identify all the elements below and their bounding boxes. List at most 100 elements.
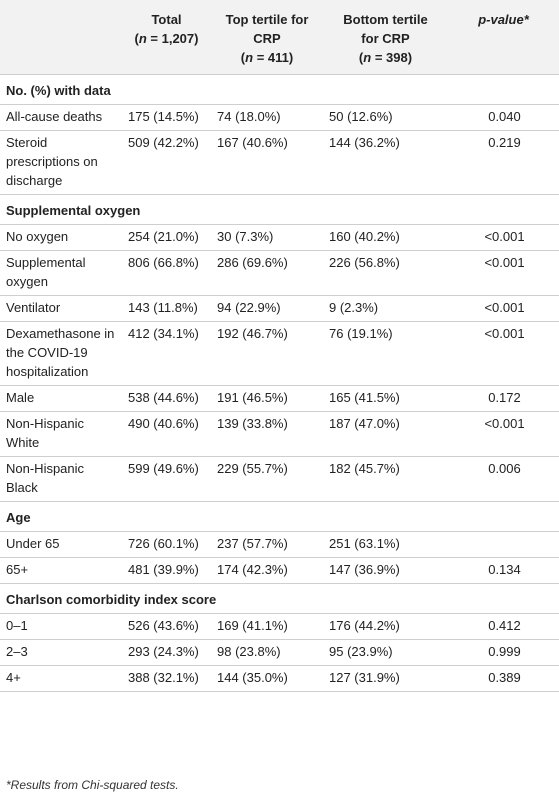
section-heading: Charlson comorbidity index score [0, 583, 559, 614]
cell-top-tertile: 98 (23.8%) [211, 639, 323, 666]
cell-bottom-tertile: 160 (40.2%) [323, 224, 448, 251]
table-row: 4+ 388 (32.1%) 144 (35.0%) 127 (31.9%) 0.389 [0, 665, 559, 692]
row-label: 65+ [0, 557, 122, 584]
cell-p-value: <0.001 [448, 295, 559, 322]
cell-total: 538 (44.6%) [122, 385, 211, 412]
cell-total: 388 (32.1%) [122, 665, 211, 692]
row-label: Ventilator [0, 295, 122, 322]
cell-bottom-tertile: 9 (2.3%) [323, 295, 448, 322]
header-bottom-n: (n = 398) [358, 50, 413, 65]
cell-total: 599 (49.6%) [122, 456, 211, 502]
cell-top-tertile: 144 (35.0%) [211, 665, 323, 692]
cell-p-value: <0.001 [448, 411, 559, 457]
header-row: Total (n = 1,207) Top tertile for CRP (n… [0, 0, 559, 75]
cell-top-tertile: 167 (40.6%) [211, 130, 323, 195]
cell-top-tertile: 74 (18.0%) [211, 104, 323, 131]
header-bottom-title-1: Bottom tertile [343, 12, 428, 27]
header-p-value: p-value* [448, 0, 559, 75]
cell-bottom-tertile: 144 (36.2%) [323, 130, 448, 195]
table-row: 65+ 481 (39.9%) 174 (42.3%) 147 (36.9%) 0.13… [0, 557, 559, 584]
header-bottom-tertile: Bottom tertile for CRP (n = 398) [323, 0, 448, 75]
cell-p-value [448, 531, 559, 558]
cell-top-tertile: 169 (41.1%) [211, 613, 323, 640]
header-top-title-1: Top tertile for [225, 12, 309, 27]
table-row: Male 538 (44.6%) 191 (46.5%) 165 (41.5%) 0.1… [0, 385, 559, 412]
row-label: Supplemental oxygen [0, 250, 122, 296]
table-row: Steroid prescriptions on discharge 509 (4… [0, 130, 559, 195]
table-row: No oxygen 254 (21.0%) 30 (7.3%) 160 (40.2%)… [0, 224, 559, 251]
header-p-value-label: p-value* [478, 12, 529, 27]
table-row: 2–3 293 (24.3%) 98 (23.8%) 95 (23.9%) 0.999 [0, 639, 559, 666]
cell-bottom-tertile: 165 (41.5%) [323, 385, 448, 412]
header-top-title-2: CRP [253, 31, 281, 46]
cell-total: 490 (40.6%) [122, 411, 211, 457]
section-heading: Age [0, 501, 559, 532]
row-label: All-cause deaths [0, 104, 122, 131]
cell-top-tertile: 286 (69.6%) [211, 250, 323, 296]
header-top-tertile: Top tertile for CRP (n = 411) [211, 0, 323, 75]
row-label: Non-Hispanic Black [0, 456, 122, 502]
cell-p-value: 0.040 [448, 104, 559, 131]
header-total-n: (n = 1,207) [134, 31, 199, 46]
header-bottom-title-2: for CRP [361, 31, 410, 46]
row-label: 4+ [0, 665, 122, 692]
cell-p-value: 0.134 [448, 557, 559, 584]
cell-bottom-tertile: 76 (19.1%) [323, 321, 448, 386]
table-row: Supplemental oxygen 806 (66.8%) 286 (69.6%… [0, 250, 559, 296]
cell-top-tertile: 94 (22.9%) [211, 295, 323, 322]
cell-top-tertile: 229 (55.7%) [211, 456, 323, 502]
cell-p-value: 0.389 [448, 665, 559, 692]
cell-bottom-tertile: 50 (12.6%) [323, 104, 448, 131]
table-row: Ventilator 143 (11.8%) 94 (22.9%) 9 (2.3%) <… [0, 295, 559, 322]
row-label: Dexamethasone in the COVID-19 hospitaliz… [0, 321, 122, 386]
cell-p-value: 0.999 [448, 639, 559, 666]
table-row: Dexamethasone in the COVID-19 hospitaliz… [0, 321, 559, 386]
cell-bottom-tertile: 182 (45.7%) [323, 456, 448, 502]
table-body: No. (%) with data All-cause deaths 175 (14… [0, 74, 559, 692]
table-row: 0–1 526 (43.6%) 169 (41.1%) 176 (44.2%) 0.41… [0, 613, 559, 640]
cell-total: 143 (11.8%) [122, 295, 211, 322]
cell-total: 293 (24.3%) [122, 639, 211, 666]
cell-total: 726 (60.1%) [122, 531, 211, 558]
cell-total: 509 (42.2%) [122, 130, 211, 195]
cell-total: 526 (43.6%) [122, 613, 211, 640]
header-total: Total (n = 1,207) [122, 0, 211, 75]
section-heading: Supplemental oxygen [0, 194, 559, 225]
cell-bottom-tertile: 127 (31.9%) [323, 665, 448, 692]
row-label: Under 65 [0, 531, 122, 558]
row-label: Male [0, 385, 122, 412]
row-label: No oxygen [0, 224, 122, 251]
cell-bottom-tertile: 176 (44.2%) [323, 613, 448, 640]
cell-total: 175 (14.5%) [122, 104, 211, 131]
cell-bottom-tertile: 187 (47.0%) [323, 411, 448, 457]
cell-p-value: <0.001 [448, 321, 559, 386]
cell-top-tertile: 139 (33.8%) [211, 411, 323, 457]
cell-top-tertile: 30 (7.3%) [211, 224, 323, 251]
results-table: Total (n = 1,207) Top tertile for CRP (n… [0, 0, 559, 692]
row-label: 0–1 [0, 613, 122, 640]
section-row: No. (%) with data [0, 74, 559, 105]
row-label: 2–3 [0, 639, 122, 666]
table-row: Under 65 726 (60.1%) 237 (57.7%) 251 (63.1%… [0, 531, 559, 558]
cell-total: 806 (66.8%) [122, 250, 211, 296]
cell-top-tertile: 192 (46.7%) [211, 321, 323, 386]
cell-top-tertile: 174 (42.3%) [211, 557, 323, 584]
cell-total: 412 (34.1%) [122, 321, 211, 386]
row-label: Steroid prescriptions on discharge [0, 130, 122, 195]
table-row: Non-Hispanic Black 599 (49.6%) 229 (55.7%)… [0, 456, 559, 502]
cell-bottom-tertile: 226 (56.8%) [323, 250, 448, 296]
cell-bottom-tertile: 95 (23.9%) [323, 639, 448, 666]
cell-total: 481 (39.9%) [122, 557, 211, 584]
cell-p-value: 0.172 [448, 385, 559, 412]
header-label-column [0, 0, 122, 75]
table-row: All-cause deaths 175 (14.5%) 74 (18.0%) 50 … [0, 104, 559, 131]
cell-p-value: <0.001 [448, 224, 559, 251]
table-header: Total (n = 1,207) Top tertile for CRP (n… [0, 0, 559, 75]
section-heading: No. (%) with data [0, 74, 559, 105]
cell-p-value: 0.412 [448, 613, 559, 640]
row-label: Non-Hispanic White [0, 411, 122, 457]
cell-total: 254 (21.0%) [122, 224, 211, 251]
cell-p-value: 0.219 [448, 130, 559, 195]
section-row: Age [0, 501, 559, 532]
